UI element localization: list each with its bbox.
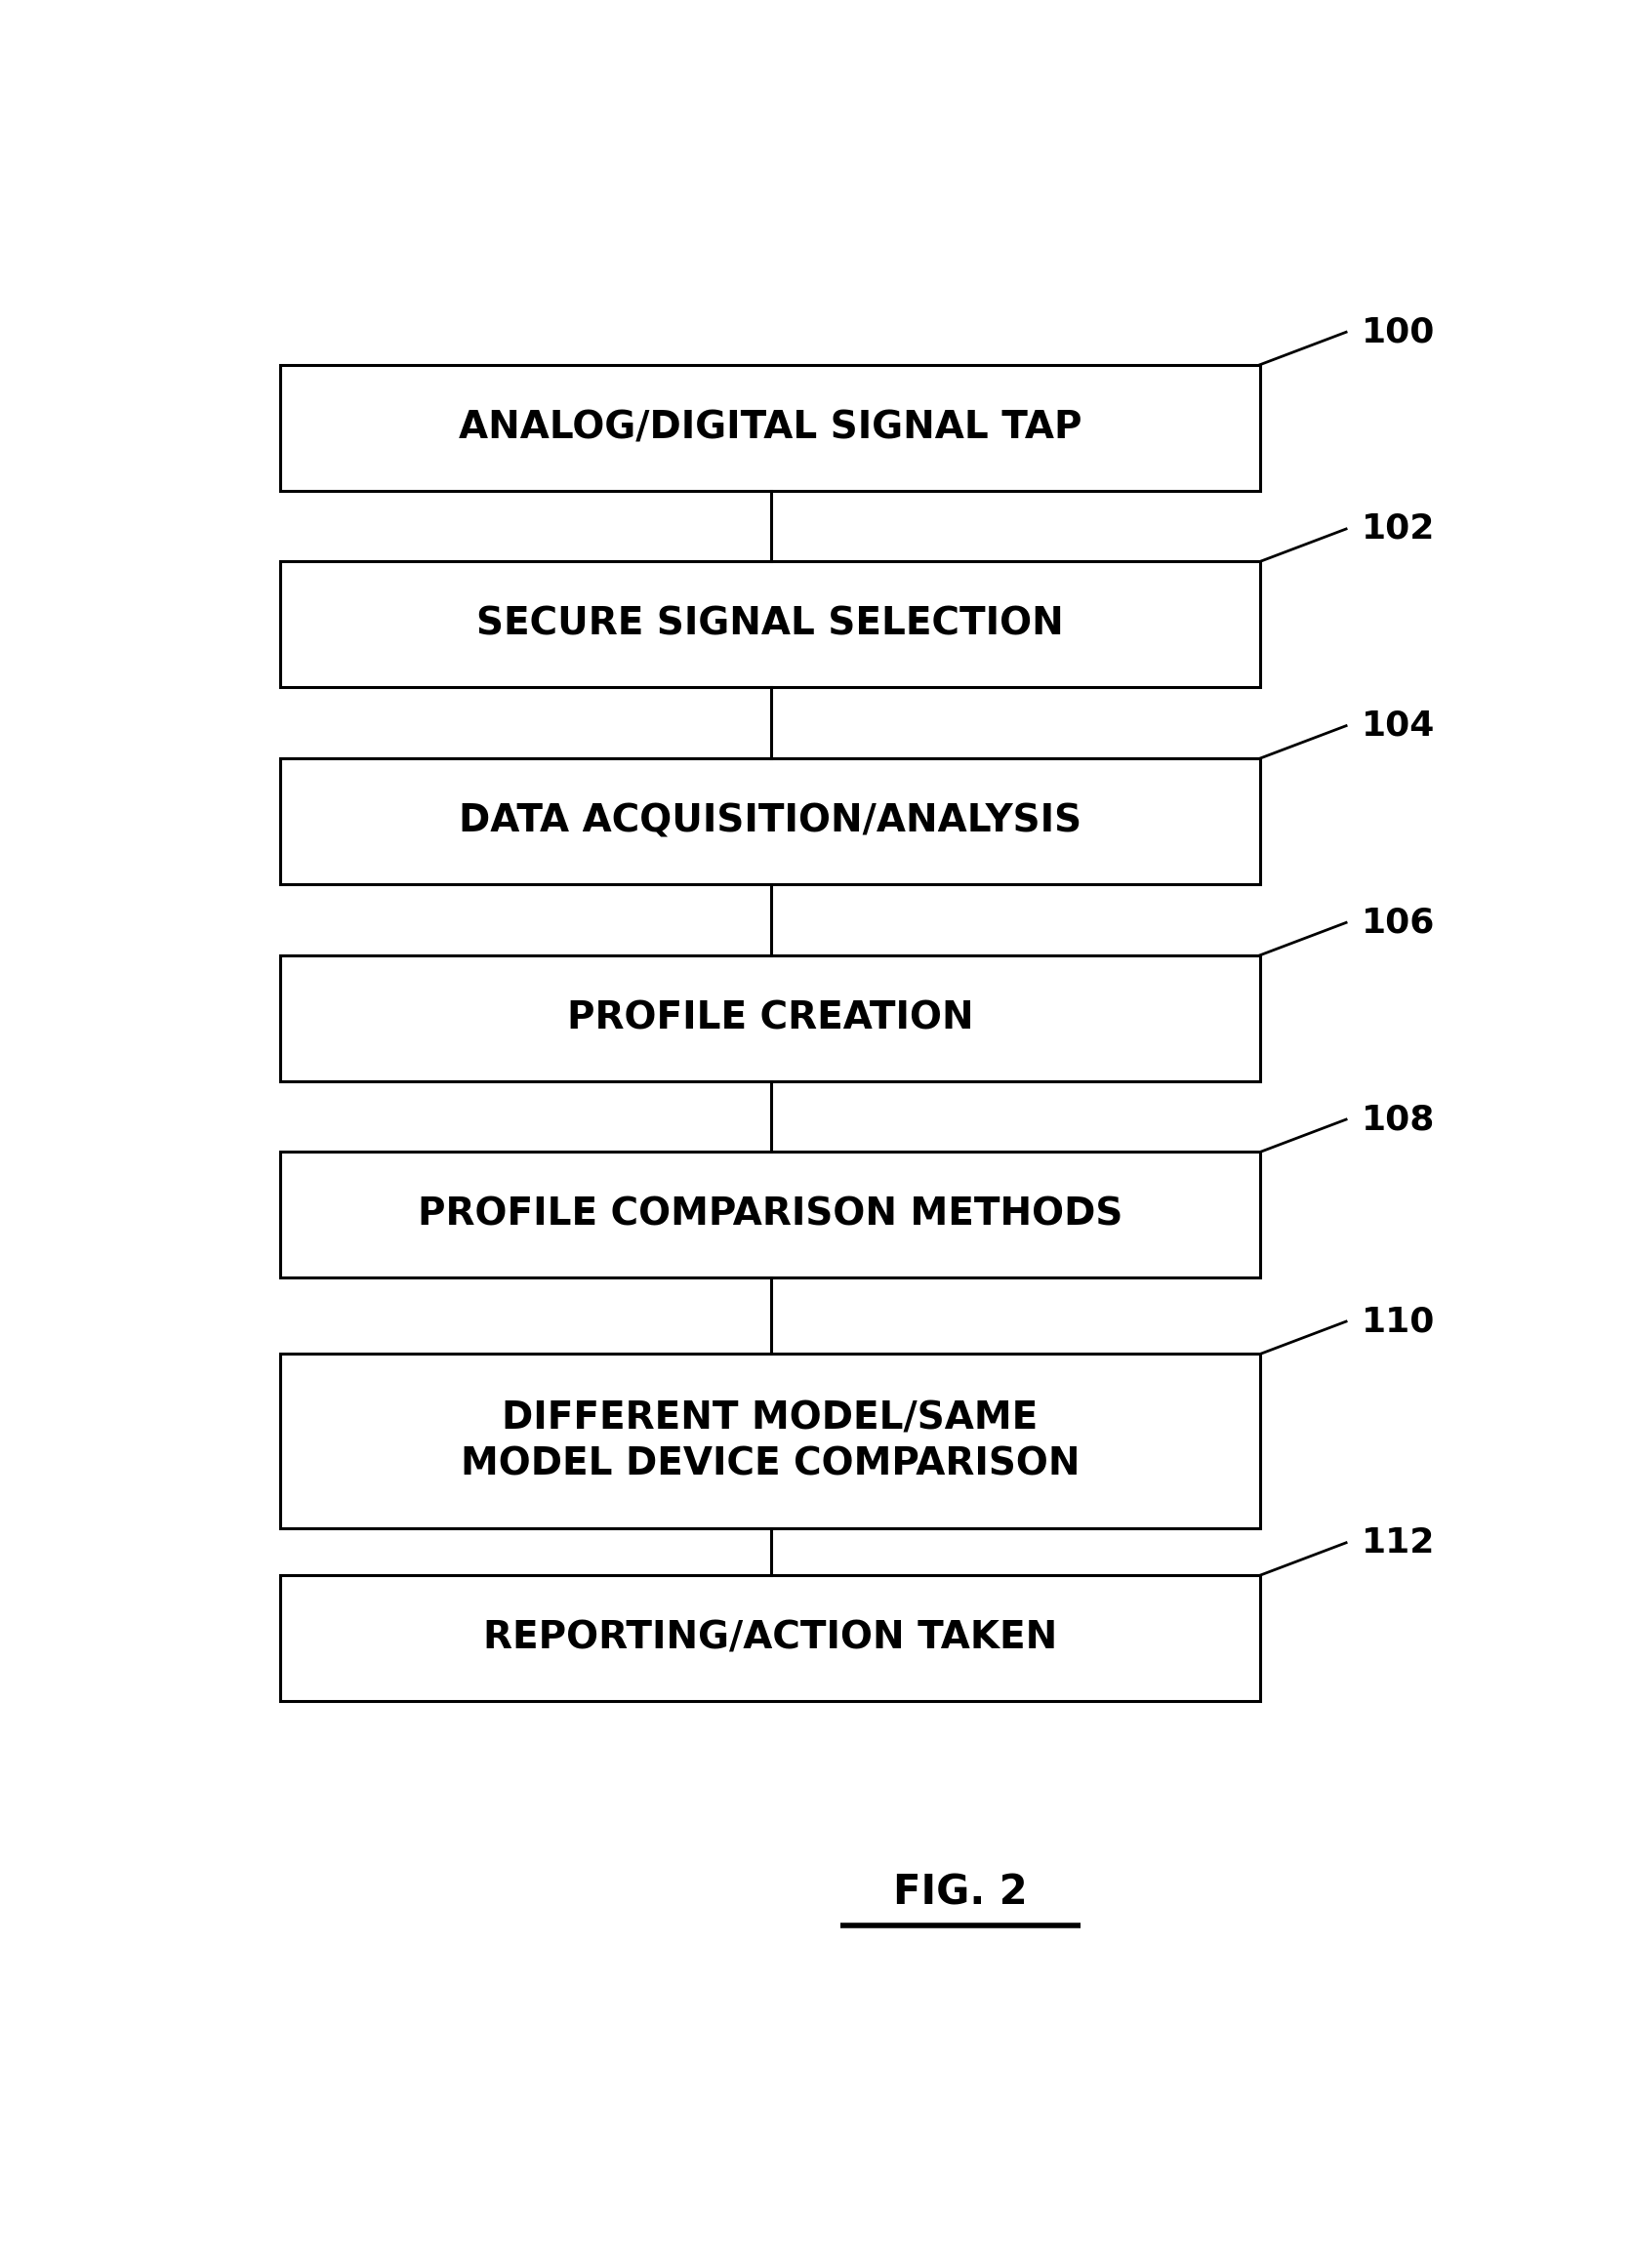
Bar <box>281 562 1260 687</box>
Bar <box>281 365 1260 490</box>
Text: DIFFERENT MODEL/SAME
MODEL DEVICE COMPARISON: DIFFERENT MODEL/SAME MODEL DEVICE COMPAR… <box>460 1399 1080 1483</box>
Text: 102: 102 <box>1361 513 1435 547</box>
Text: 108: 108 <box>1361 1102 1435 1136</box>
Bar <box>281 1576 1260 1701</box>
Text: 100: 100 <box>1361 315 1435 349</box>
Text: FIG. 2: FIG. 2 <box>893 1871 1028 1914</box>
Text: 110: 110 <box>1361 1304 1435 1338</box>
Text: PROFILE COMPARISON METHODS: PROFILE COMPARISON METHODS <box>418 1195 1123 1234</box>
Text: 106: 106 <box>1361 905 1435 939</box>
Text: PROFILE CREATION: PROFILE CREATION <box>566 1000 973 1036</box>
Text: 104: 104 <box>1361 710 1435 742</box>
Text: SECURE SIGNAL SELECTION: SECURE SIGNAL SELECTION <box>477 606 1064 642</box>
Bar <box>281 955 1260 1082</box>
Bar <box>281 1152 1260 1277</box>
Text: REPORTING/ACTION TAKEN: REPORTING/ACTION TAKEN <box>483 1619 1058 1656</box>
Text: DATA ACQUISITION/ANALYSIS: DATA ACQUISITION/ANALYSIS <box>459 803 1082 839</box>
Bar <box>281 758 1260 885</box>
Text: 112: 112 <box>1361 1526 1435 1560</box>
Text: ANALOG/DIGITAL SIGNAL TAP: ANALOG/DIGITAL SIGNAL TAP <box>459 408 1082 447</box>
Bar <box>281 1354 1260 1529</box>
